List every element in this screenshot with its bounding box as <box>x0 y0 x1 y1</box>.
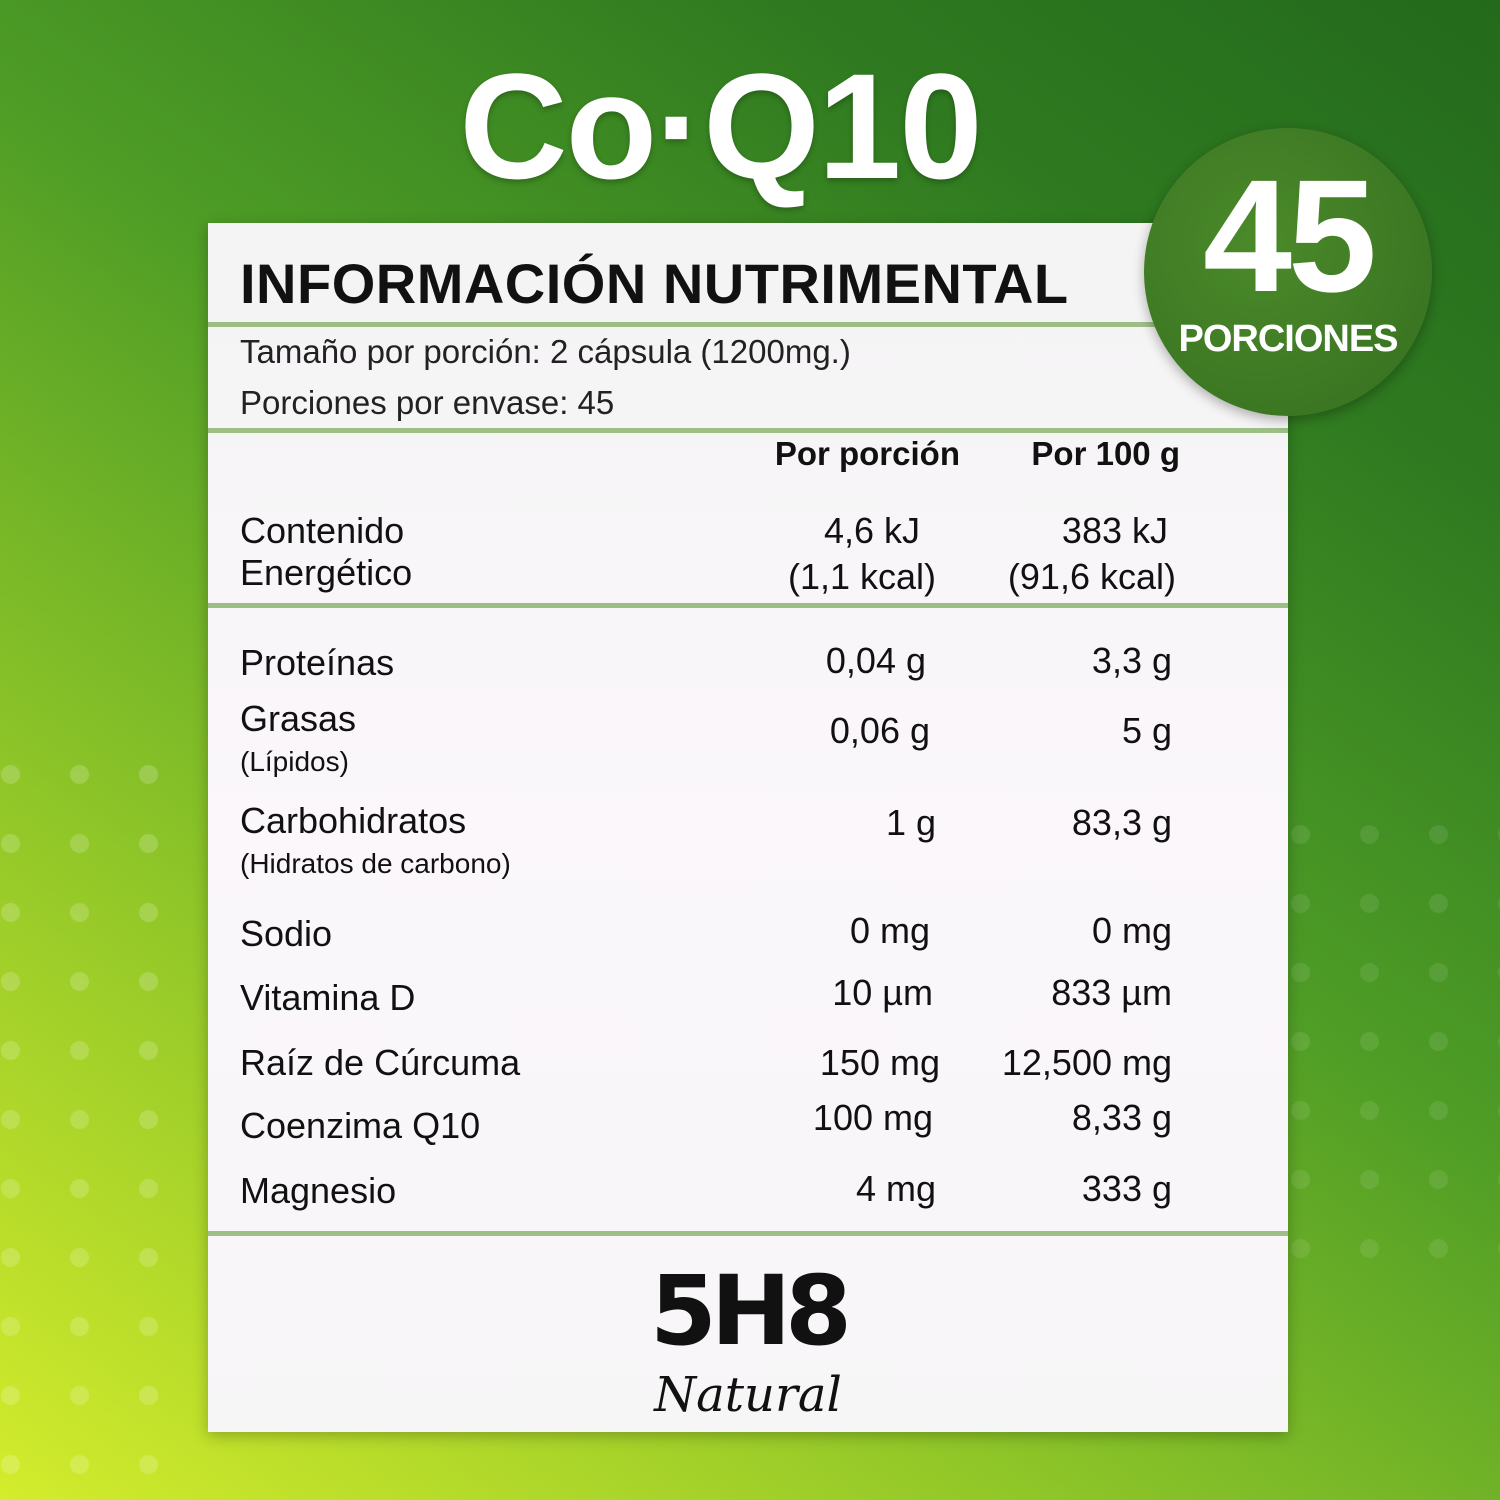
row-label: Magnesio <box>240 1170 397 1211</box>
row-label: Grasas <box>240 698 357 739</box>
divider <box>208 603 1288 608</box>
row-value-100g: 333 g <box>1081 1168 1172 1209</box>
row-value-serving: 1 g <box>885 802 936 843</box>
divider <box>208 322 1288 327</box>
row-value-serving: 100 mg <box>812 1097 933 1138</box>
nutrition-panel: INFORMACIÓN NUTRIMENTAL Tamaño por porci… <box>208 223 1288 1432</box>
logo-mark: 5H8 <box>650 1255 852 1367</box>
brand-logo: 5H8 Natural <box>208 1263 1288 1423</box>
row-value-100g: 8,33 g <box>1071 1097 1172 1138</box>
row-value-serving: 150 mg <box>819 1042 940 1083</box>
dot-pattern <box>0 740 180 1500</box>
energy-kcal-serving: (1,1 kcal) <box>787 556 936 597</box>
row-value-100g: 83,3 g <box>1071 802 1172 843</box>
row-sublabel: (Lípidos) <box>240 746 349 777</box>
divider <box>208 428 1288 433</box>
row-value-serving: 0,06 g <box>829 710 930 751</box>
row-value-100g: 0 mg <box>1091 910 1172 951</box>
divider <box>208 1231 1288 1236</box>
row-label: Proteínas <box>240 642 395 683</box>
row-value-100g: 3,3 g <box>1091 640 1172 681</box>
row-label: Coenzima Q10 <box>240 1105 481 1146</box>
logo-subtext: Natural <box>654 1367 842 1423</box>
row-value-100g: 5 g <box>1121 710 1172 751</box>
row-label: Vitamina D <box>240 977 416 1018</box>
product-title: Co·Q10 <box>459 42 982 210</box>
row-value-100g: 12,500 mg <box>1001 1042 1172 1083</box>
row-value-serving: 4 mg <box>855 1168 936 1209</box>
row-sublabel: (Hidratos de carbono) <box>240 848 511 879</box>
row-label: Raíz de Cúrcuma <box>240 1042 521 1083</box>
row-label: Carbohidratos <box>240 800 467 841</box>
energy-label: Contenido <box>240 510 405 551</box>
badge-label: PORCIONES <box>1178 318 1398 360</box>
servings-per-container: Porciones por envase: 45 <box>240 384 615 421</box>
energy-kj-serving: 4,6 kJ <box>823 510 920 551</box>
panel-title: INFORMACIÓN NUTRIMENTAL <box>240 252 1069 315</box>
energy-label: Energético <box>240 552 413 593</box>
row-label: Sodio <box>240 913 333 954</box>
row-value-serving: 0 mg <box>849 910 930 951</box>
col-header-per-serving: Por porción <box>774 435 960 472</box>
dot-pattern <box>1290 800 1500 1300</box>
badge-number: 45 <box>1203 146 1377 325</box>
row-value-100g: 833 µm <box>1051 972 1172 1013</box>
energy-kcal-100g: (91,6 kcal) <box>1007 556 1176 597</box>
col-header-per-100g: Por 100 g <box>1031 435 1180 472</box>
energy-kj-100g: 383 kJ <box>1061 510 1168 551</box>
row-value-serving: 0,04 g <box>825 640 926 681</box>
servings-badge: 45 PORCIONES <box>1144 128 1432 416</box>
row-value-serving: 10 µm <box>832 972 933 1013</box>
serving-size: Tamaño por porción: 2 cápsula (1200mg.) <box>240 333 851 370</box>
